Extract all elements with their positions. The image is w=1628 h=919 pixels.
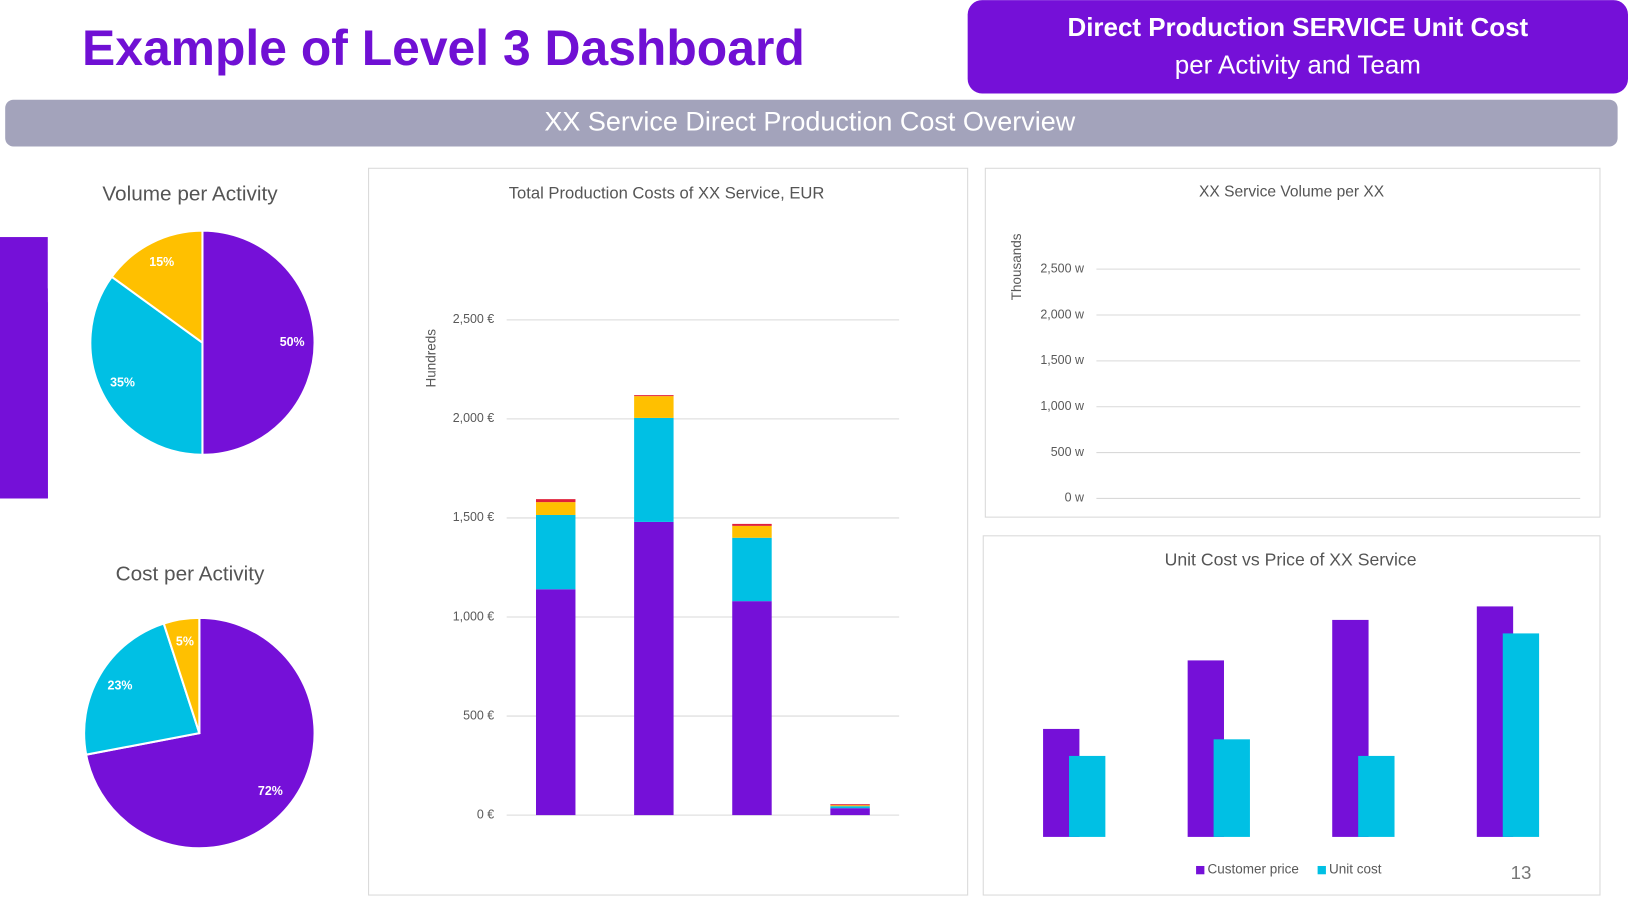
y-tick-label: 500 w xyxy=(1051,445,1085,459)
bar xyxy=(1358,755,1395,837)
y-tick-label: 2,000 € xyxy=(453,411,495,425)
chart-title: Volume per Activity xyxy=(102,183,278,206)
bar xyxy=(0,288,48,499)
page-number: 13 xyxy=(1511,862,1532,883)
bar xyxy=(536,514,576,590)
banner xyxy=(5,99,1618,147)
bar xyxy=(1069,755,1106,837)
legend-swatch xyxy=(1196,865,1205,875)
header-box xyxy=(967,0,1628,94)
chart-title: Total Production Costs of XX Service, EU… xyxy=(509,184,825,203)
pie-label: 23% xyxy=(108,678,133,692)
banner-text: XX Service Direct Production Cost Overvi… xyxy=(544,107,1075,137)
bar xyxy=(634,395,674,397)
chart-title: Cost per Activity xyxy=(116,563,265,586)
bar xyxy=(536,502,576,515)
legend-swatch xyxy=(1317,865,1326,875)
y-axis-label: Hundreds xyxy=(423,329,438,388)
pie-slice xyxy=(162,616,201,734)
panel xyxy=(368,167,969,896)
bar xyxy=(536,589,576,816)
pie-slice xyxy=(110,229,204,345)
y-tick-label: 500 € xyxy=(463,708,494,722)
legend-label: Unit cost xyxy=(1329,862,1382,877)
y-tick-label: 1,500 w xyxy=(1040,353,1085,367)
header-box-subtitle: per Activity and Team xyxy=(1175,51,1421,79)
bar xyxy=(830,804,870,806)
legend-label: Customer price xyxy=(1208,862,1299,877)
y-tick-label: 1,000 w xyxy=(1040,399,1085,413)
bar xyxy=(830,808,870,816)
pie-label: 35% xyxy=(110,376,135,390)
y-tick-label: 1,500 € xyxy=(453,510,495,524)
y-tick-label: 0 € xyxy=(477,807,494,821)
bar xyxy=(830,806,870,809)
y-tick-label: 2,500 w xyxy=(1040,261,1085,275)
bar xyxy=(1502,633,1540,837)
pie-slice xyxy=(83,622,201,756)
pie-label: 72% xyxy=(258,784,283,798)
pie-slice xyxy=(201,229,316,456)
bar xyxy=(634,396,674,418)
pie-label: 15% xyxy=(149,255,174,269)
pie-slice xyxy=(89,275,204,456)
chart-title: XX Service Volume per XX xyxy=(1199,183,1385,200)
y-tick-label: 2,500 € xyxy=(453,312,495,326)
page-title: Example of Level 3 Dashboard xyxy=(82,20,805,76)
bar xyxy=(732,525,772,538)
y-tick-label: 1,000 € xyxy=(453,609,495,623)
bar xyxy=(732,523,772,526)
y-axis-label: Thousands xyxy=(1009,233,1024,300)
bar xyxy=(634,521,674,816)
bar xyxy=(0,492,48,499)
pie-label: 5% xyxy=(176,634,194,648)
bar xyxy=(536,499,576,503)
header-box-title: Direct Production SERVICE Unit Cost xyxy=(1067,14,1528,42)
panel xyxy=(982,535,1601,896)
bar xyxy=(830,805,870,807)
bar xyxy=(732,601,772,816)
bar xyxy=(1213,739,1250,837)
pie-label: 50% xyxy=(280,335,305,349)
bar xyxy=(732,537,772,602)
bar xyxy=(634,417,674,522)
y-tick-label: 2,000 w xyxy=(1040,307,1085,321)
chart-title: Unit Cost vs Price of XX Service xyxy=(1165,549,1417,569)
y-tick-label: 0 w xyxy=(1065,491,1085,505)
panel xyxy=(984,167,1601,518)
